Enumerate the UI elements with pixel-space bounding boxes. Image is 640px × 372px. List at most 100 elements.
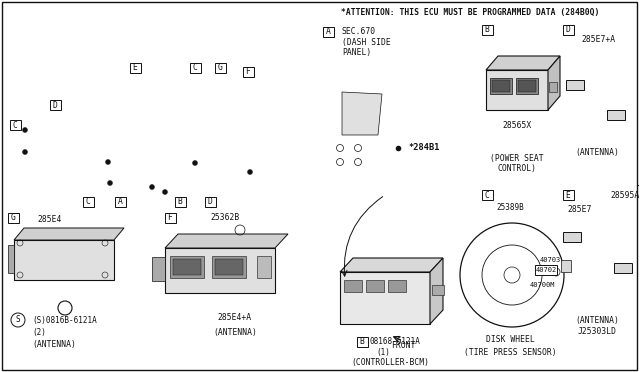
Text: F: F bbox=[168, 214, 172, 222]
Circle shape bbox=[163, 189, 168, 195]
Bar bbox=[563, 232, 581, 242]
Text: *ATTENTION: THIS ECU MUST BE PROGRAMMED DATA (284B0Q): *ATTENTION: THIS ECU MUST BE PROGRAMMED … bbox=[341, 7, 599, 16]
Bar bbox=[83, 197, 93, 207]
Polygon shape bbox=[486, 56, 560, 70]
Bar bbox=[481, 25, 493, 35]
Text: C: C bbox=[86, 198, 90, 206]
Text: PANEL): PANEL) bbox=[342, 48, 371, 57]
Polygon shape bbox=[548, 56, 560, 110]
Polygon shape bbox=[103, 150, 148, 181]
Text: F: F bbox=[246, 67, 250, 77]
Polygon shape bbox=[430, 258, 443, 324]
Bar bbox=[10, 120, 20, 130]
Text: 285E7+A: 285E7+A bbox=[581, 35, 615, 45]
Text: (POWER SEAT: (POWER SEAT bbox=[490, 154, 544, 163]
Bar bbox=[481, 190, 493, 200]
Bar bbox=[8, 245, 14, 273]
Polygon shape bbox=[330, 72, 400, 192]
Bar bbox=[175, 197, 186, 207]
Bar bbox=[14, 240, 114, 280]
Text: 40700M: 40700M bbox=[530, 282, 556, 288]
Text: J25303LD: J25303LD bbox=[577, 327, 616, 337]
Text: 25389B: 25389B bbox=[496, 202, 524, 212]
Bar bbox=[115, 197, 125, 207]
Text: (TIRE PRESS SENSOR): (TIRE PRESS SENSOR) bbox=[464, 347, 556, 356]
Bar bbox=[344, 280, 362, 292]
Bar bbox=[607, 110, 625, 120]
Text: 25362B: 25362B bbox=[211, 214, 239, 222]
Text: SEC.670: SEC.670 bbox=[342, 28, 376, 36]
Bar bbox=[165, 248, 275, 293]
Bar bbox=[561, 260, 571, 272]
Text: D: D bbox=[207, 198, 212, 206]
Text: 08168-6121A: 08168-6121A bbox=[369, 337, 420, 346]
Text: E: E bbox=[566, 190, 570, 199]
Bar bbox=[189, 63, 200, 73]
Text: B: B bbox=[360, 337, 364, 346]
Text: G: G bbox=[218, 64, 223, 73]
Polygon shape bbox=[165, 234, 288, 248]
Text: C: C bbox=[484, 190, 490, 199]
Bar bbox=[490, 78, 512, 94]
Text: 285E7: 285E7 bbox=[568, 205, 592, 215]
Bar bbox=[129, 63, 141, 73]
Bar bbox=[614, 263, 632, 273]
Bar bbox=[152, 257, 165, 281]
Bar bbox=[170, 256, 204, 278]
Polygon shape bbox=[340, 258, 443, 272]
Text: (ANTENNA): (ANTENNA) bbox=[32, 340, 76, 349]
Polygon shape bbox=[192, 143, 225, 167]
Text: D: D bbox=[52, 100, 58, 109]
Text: C: C bbox=[13, 121, 17, 129]
Text: (2): (2) bbox=[32, 327, 46, 337]
Text: (DASH SIDE: (DASH SIDE bbox=[342, 38, 391, 46]
Text: C: C bbox=[193, 64, 197, 73]
Bar bbox=[212, 256, 246, 278]
Text: D: D bbox=[566, 26, 570, 35]
Bar bbox=[243, 67, 253, 77]
Bar bbox=[205, 197, 216, 207]
Bar bbox=[215, 259, 243, 275]
Bar bbox=[563, 25, 573, 35]
Bar bbox=[8, 213, 19, 223]
Circle shape bbox=[108, 180, 113, 186]
Bar bbox=[323, 27, 333, 37]
Bar bbox=[432, 285, 444, 295]
Bar bbox=[49, 100, 61, 110]
Text: 40703: 40703 bbox=[540, 257, 561, 263]
Text: E: E bbox=[132, 64, 138, 73]
Text: CONTROL): CONTROL) bbox=[497, 164, 536, 173]
Text: G: G bbox=[11, 214, 15, 222]
Polygon shape bbox=[342, 92, 382, 135]
Bar bbox=[214, 63, 225, 73]
Bar bbox=[563, 190, 573, 200]
Text: B: B bbox=[177, 198, 182, 206]
Text: 28595A: 28595A bbox=[611, 190, 639, 199]
Bar bbox=[356, 337, 367, 347]
Bar bbox=[549, 82, 557, 92]
Text: (ANTENNA): (ANTENNA) bbox=[575, 148, 619, 157]
Circle shape bbox=[150, 185, 154, 189]
Bar bbox=[492, 80, 510, 92]
Text: 285E4: 285E4 bbox=[38, 215, 62, 224]
Circle shape bbox=[22, 128, 28, 132]
Circle shape bbox=[248, 170, 253, 174]
Bar bbox=[566, 80, 584, 90]
Text: *284B1: *284B1 bbox=[408, 144, 440, 153]
Polygon shape bbox=[100, 168, 140, 188]
Circle shape bbox=[22, 150, 28, 154]
Text: (ANTENNA): (ANTENNA) bbox=[575, 315, 619, 324]
Polygon shape bbox=[14, 228, 124, 240]
Text: 28565X: 28565X bbox=[502, 122, 532, 131]
Text: (CONTROLLER-BCM): (CONTROLLER-BCM) bbox=[351, 357, 429, 366]
Bar bbox=[388, 280, 406, 292]
Text: A: A bbox=[326, 28, 330, 36]
Bar bbox=[516, 78, 538, 94]
Bar bbox=[173, 259, 201, 275]
Text: A: A bbox=[118, 198, 122, 206]
Polygon shape bbox=[145, 146, 188, 168]
Text: FRONT: FRONT bbox=[391, 340, 415, 350]
Text: (S)0816B-6121A: (S)0816B-6121A bbox=[32, 315, 97, 324]
Text: (1): (1) bbox=[376, 347, 390, 356]
Circle shape bbox=[193, 160, 198, 166]
